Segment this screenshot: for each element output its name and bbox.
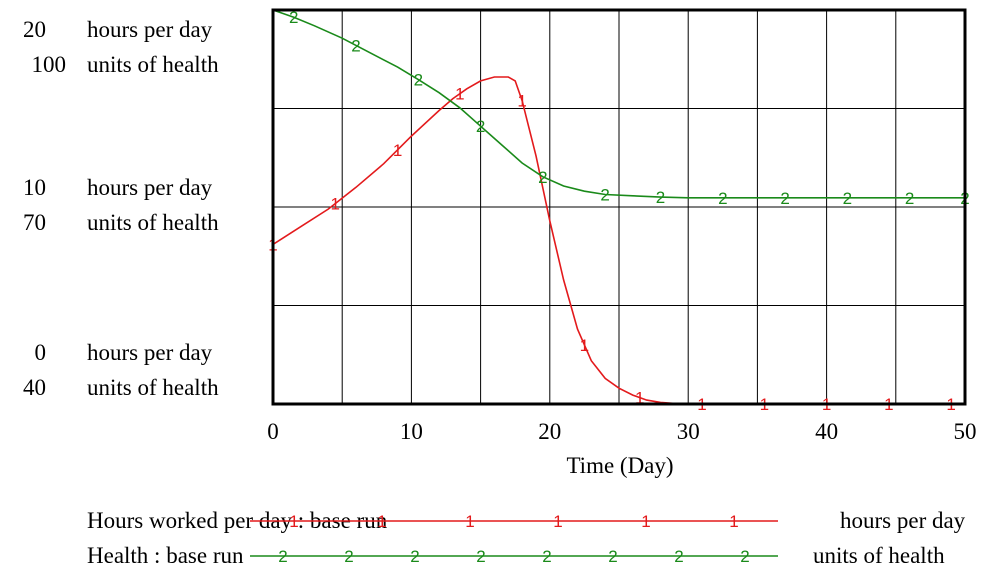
legend-sample-marker: 2	[740, 547, 749, 566]
chart-grid	[273, 10, 965, 404]
series-point-marker: 2	[718, 189, 727, 208]
legend-sample-1: 1 1 1 1 1 1	[250, 512, 778, 531]
legend-sample-marker: 1	[377, 512, 386, 531]
series-point-marker: 2	[600, 186, 609, 205]
series-point-marker: 1	[393, 141, 402, 160]
y-tick-health-mid-unit: units of health	[87, 210, 219, 235]
legend-samples: 1 1 1 1 1 12 2 2 2 2 2 2 2	[250, 512, 778, 566]
legend: Hours worked per day : base run hours pe…	[87, 508, 966, 568]
series-point-marker: 2	[476, 117, 485, 136]
series-point-marker: 1	[331, 195, 340, 214]
y-tick-health-top: 100	[32, 52, 67, 77]
x-tick-label: 40	[815, 419, 838, 444]
y-tick-health-bottom: 40	[23, 375, 46, 400]
legend-sample-marker: 2	[542, 547, 551, 566]
y-axis-labels: 20 hours per day 100 units of health 10 …	[23, 17, 219, 400]
legend-sample-marker: 1	[465, 512, 474, 531]
legend-sample-marker: 2	[278, 547, 287, 566]
series-point-marker: 1	[455, 85, 464, 104]
y-tick-hours-top: 20	[23, 17, 46, 42]
y-tick-health-bottom-unit: units of health	[87, 375, 219, 400]
legend-sample-marker: 1	[289, 512, 298, 531]
series-point-marker: 2	[780, 189, 789, 208]
series-point-marker: 1	[580, 336, 589, 355]
legend-unit-hours: hours per day	[840, 508, 966, 533]
y-tick-hours-mid-unit: hours per day	[87, 175, 213, 200]
legend-sample-marker: 2	[344, 547, 353, 566]
y-tick-health-mid: 70	[23, 210, 46, 235]
y-tick-health-top-unit: units of health	[87, 52, 219, 77]
x-tick-label: 30	[677, 419, 700, 444]
legend-unit-health: units of health	[813, 543, 945, 568]
legend-label-health: Health : base run	[87, 543, 244, 568]
series-point-marker: 1	[635, 389, 644, 408]
series-point-marker: 2	[905, 189, 914, 208]
series-point-marker: 2	[843, 189, 852, 208]
legend-sample-marker: 2	[608, 547, 617, 566]
x-tick-label: 20	[538, 419, 561, 444]
x-tick-label: 10	[400, 419, 423, 444]
legend-sample-marker: 2	[410, 547, 419, 566]
y-tick-hours-bottom-unit: hours per day	[87, 340, 213, 365]
y-tick-hours-mid: 10	[23, 175, 46, 200]
y-tick-hours-top-unit: hours per day	[87, 17, 213, 42]
x-axis-title: Time (Day)	[566, 453, 673, 478]
plot-frame	[271, 8, 967, 406]
legend-sample-marker: 2	[674, 547, 683, 566]
x-tick-label: 0	[267, 419, 279, 444]
legend-sample-marker: 1	[729, 512, 738, 531]
series-point-marker: 2	[538, 168, 547, 187]
series-point-marker: 2	[656, 188, 665, 207]
legend-sample-marker: 1	[553, 512, 562, 531]
legend-sample-2: 2 2 2 2 2 2 2 2	[250, 547, 778, 566]
series-line	[272, 9, 965, 199]
series-point-marker: 2	[289, 8, 298, 27]
series-point-marker: 2	[414, 71, 423, 90]
series-point-marker: 1	[517, 92, 526, 111]
series-point-marker: 2	[351, 36, 360, 55]
legend-sample-marker: 2	[476, 547, 485, 566]
legend-sample-marker: 1	[641, 512, 650, 531]
x-axis-tick-labels: 0 10 20 30 40 50	[267, 419, 976, 444]
y-tick-hours-bottom: 0	[35, 340, 47, 365]
x-tick-label: 50	[954, 419, 977, 444]
